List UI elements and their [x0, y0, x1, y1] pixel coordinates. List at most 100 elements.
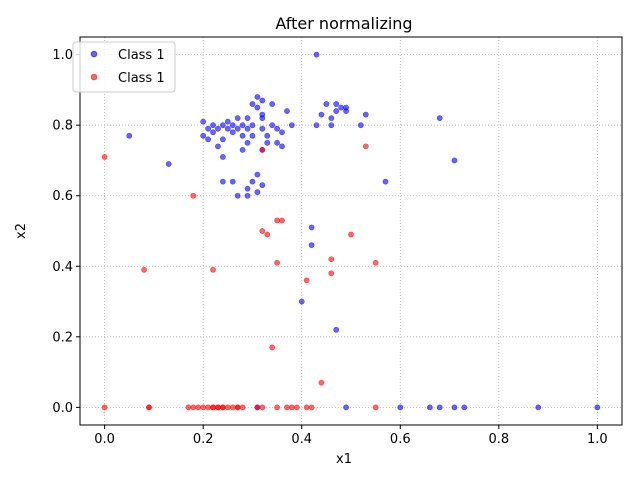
legend-label-blue: Class 1 — [118, 48, 165, 63]
data-point — [101, 154, 108, 160]
data-point — [333, 108, 340, 114]
data-point — [303, 277, 310, 284]
data-point — [279, 129, 285, 136]
data-point — [264, 231, 271, 238]
x-tick-label: 0.2 — [193, 432, 214, 447]
axis-ticks: 0.0 0.2 0.4 0.6 0.8 1.0 0.0 0.2 0.4 0.6 0.8 1.0 — [52, 48, 607, 447]
data-point — [274, 139, 280, 146]
data-point — [274, 404, 280, 411]
data-point — [234, 404, 241, 411]
data-point — [318, 111, 325, 118]
data-point — [436, 404, 443, 411]
data-point — [249, 122, 256, 129]
data-point — [200, 404, 207, 411]
data-point — [229, 178, 236, 185]
data-point — [274, 259, 280, 266]
data-point — [185, 404, 192, 411]
data-point — [224, 125, 231, 132]
data-point — [210, 404, 216, 411]
series-blue — [126, 51, 601, 411]
y-tick-label: 0.8 — [52, 119, 73, 134]
data-point — [328, 270, 335, 277]
data-point — [254, 94, 261, 100]
data-point — [215, 404, 221, 411]
legend-marker-red — [90, 73, 98, 81]
data-point — [397, 404, 404, 411]
y-axis-title: x2 — [14, 223, 29, 239]
data-point — [101, 404, 108, 411]
data-point — [284, 404, 290, 411]
data-point — [333, 101, 340, 107]
data-point — [244, 185, 251, 192]
data-point — [259, 182, 266, 189]
data-point — [298, 298, 305, 305]
data-point — [259, 228, 266, 234]
data-point — [288, 404, 295, 411]
data-point — [313, 51, 320, 58]
data-point — [269, 101, 276, 107]
data-point — [244, 115, 251, 122]
data-point — [338, 104, 345, 111]
data-point — [234, 192, 241, 199]
data-point — [328, 122, 335, 129]
x-tick-label: 0.8 — [488, 432, 509, 447]
legend-marker-blue — [90, 50, 98, 58]
data-point — [210, 122, 216, 129]
data-point — [254, 171, 261, 178]
data-point — [239, 146, 246, 153]
data-point — [313, 122, 320, 129]
data-point — [535, 404, 542, 411]
data-point — [372, 259, 379, 266]
data-point — [372, 404, 379, 411]
grid-lines — [80, 37, 622, 425]
data-point — [190, 404, 197, 411]
data-point — [279, 143, 285, 150]
data-point — [348, 231, 354, 238]
data-point — [249, 101, 256, 107]
data-point — [219, 154, 226, 160]
series-red — [101, 143, 379, 411]
y-tick-label: 0.0 — [52, 401, 73, 416]
data-point — [318, 379, 325, 386]
data-point — [451, 157, 458, 164]
data-point — [210, 129, 216, 136]
data-point — [259, 146, 266, 153]
data-point — [436, 115, 443, 122]
data-point — [323, 101, 330, 107]
data-point — [362, 143, 369, 150]
data-point — [264, 139, 271, 146]
data-point — [215, 143, 221, 150]
data-point — [229, 129, 236, 136]
x-tick-label: 0.0 — [94, 432, 115, 447]
data-point — [254, 104, 261, 111]
legend-box — [72, 41, 176, 93]
data-point — [254, 189, 261, 196]
data-point — [229, 404, 236, 411]
data-point — [224, 118, 231, 125]
data-point — [362, 111, 369, 118]
data-point — [239, 122, 246, 129]
data-point — [274, 217, 280, 224]
data-point — [308, 242, 315, 249]
y-tick-label: 0.2 — [52, 330, 73, 345]
data-point — [293, 404, 300, 411]
data-point — [594, 404, 601, 411]
data-point — [249, 132, 256, 139]
data-point — [205, 404, 212, 411]
data-point — [126, 132, 133, 139]
plot-frame — [79, 36, 623, 426]
data-point — [219, 178, 226, 185]
data-point — [234, 125, 241, 132]
data-point — [343, 404, 349, 411]
data-point — [219, 136, 226, 143]
x-tick-label: 0.4 — [291, 432, 312, 447]
data-point — [205, 125, 212, 132]
data-point — [259, 97, 266, 104]
data-point — [308, 404, 315, 411]
data-point — [146, 404, 152, 411]
data-point — [210, 266, 216, 273]
data-point — [239, 404, 246, 411]
data-point — [195, 404, 202, 411]
data-point — [200, 118, 207, 125]
